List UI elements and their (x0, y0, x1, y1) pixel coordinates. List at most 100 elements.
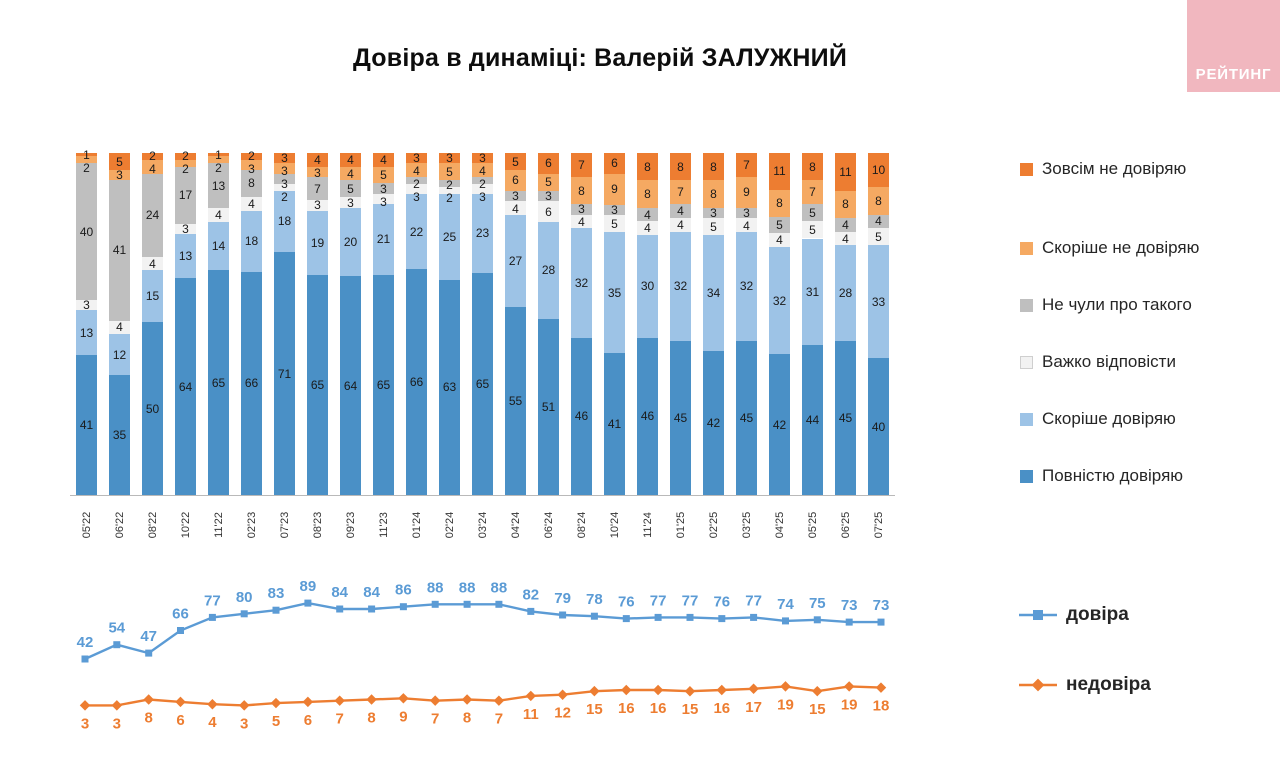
bar-segment (142, 322, 163, 495)
bar-segment-label: 7 (314, 181, 321, 196)
bar-segment-label: 71 (277, 366, 292, 381)
square-marker (750, 613, 758, 621)
bar-segment-label: 3 (446, 151, 453, 166)
bar-segment (406, 269, 427, 495)
bar-segment-label: 3 (578, 202, 585, 217)
bar-segment (175, 278, 196, 495)
bar-segment (703, 207, 724, 218)
x-axis-label: 03'24 (476, 511, 489, 539)
bar-segment-label: 4 (842, 217, 849, 232)
bar-segment-label: 4 (479, 164, 486, 179)
legend-swatch (1020, 412, 1033, 426)
stacked-bar-chart: 1 2 40 3 13 41 05'22 5 3 41 4 12 35 06'22 2 4 24 4 15 50 08'… (70, 149, 895, 539)
bar-segment-label: 10 (871, 163, 886, 178)
bar-segment-label: 4 (644, 221, 651, 236)
bar-segment-label: 20 (343, 234, 358, 249)
line-point-label: 66 (172, 606, 189, 623)
bar-segment-label: 3 (248, 162, 255, 177)
bar-segment-label: 4 (248, 196, 255, 211)
bar-segment-label: 32 (739, 279, 754, 294)
diamond-marker (843, 681, 855, 692)
bar-segment (340, 276, 361, 495)
bar-segment (208, 222, 229, 271)
diamond-marker (557, 689, 568, 700)
bar-segment-label: 6 (611, 156, 618, 171)
bar-segment-label: 4 (842, 231, 849, 246)
square-marker (622, 615, 630, 623)
bar-segment-label: 65 (475, 376, 490, 391)
line-point-label: 4 (208, 714, 217, 731)
bar-segment-label: 2 (182, 162, 189, 177)
line-point-label: 88 (427, 579, 444, 596)
square-marker (495, 600, 503, 608)
trust-line-chart: 42 54 47 66 77 80 83 89 84 84 86 88 88 88 82 79 78 76 77 77… (60, 560, 910, 750)
line-point-label: 42 (77, 634, 94, 651)
bar-segment-label: 22 (409, 224, 424, 239)
bar-segment-label: 4 (215, 208, 222, 223)
bar-segment (670, 217, 691, 232)
bar-segment (505, 153, 526, 171)
bar-segment (109, 153, 130, 171)
bar-segment-label: 4 (149, 162, 156, 177)
line-point-label: 77 (650, 592, 667, 609)
bar-segment (373, 153, 394, 167)
legend-item: Повністю довіряю (1020, 466, 1183, 486)
x-axis-label: 10'24 (608, 511, 621, 539)
bar-segment-label: 3 (314, 198, 321, 213)
line-point-label: 15 (586, 701, 603, 718)
bar-segment (736, 341, 757, 495)
bar-segment (142, 153, 163, 160)
bar-segment-label: 3 (512, 188, 519, 203)
bar-segment (472, 183, 493, 195)
bar-segment-label: 4 (314, 152, 321, 167)
bar-segment-label: 2 (182, 149, 189, 164)
line-point-label: 74 (777, 596, 794, 613)
bar-segment (703, 235, 724, 352)
bar-segment (802, 204, 823, 222)
bar-segment (241, 159, 262, 170)
bar-segment-label: 64 (178, 379, 193, 394)
x-axis-label: 06'25 (839, 511, 852, 539)
diamond-marker (429, 695, 441, 706)
square-marker (431, 600, 439, 608)
x-axis-label: 04'25 (773, 511, 786, 539)
bar-segment-label: 6 (545, 204, 552, 219)
bar-segment-label: 45 (739, 411, 754, 426)
line-point-label: 15 (682, 701, 699, 718)
bar-segment-label: 4 (677, 217, 684, 232)
square-marker (177, 627, 184, 634)
diamond-marker (270, 697, 282, 709)
bar-segment-label: 42 (706, 416, 721, 431)
line-point-label: 3 (81, 715, 89, 732)
bar-segment-label: 5 (776, 218, 783, 233)
bar-segment (637, 337, 658, 495)
bar-segment-label: 46 (574, 409, 589, 424)
diamond-marker (461, 694, 473, 705)
bar-segment-label: 40 (79, 224, 94, 239)
line-point-label: 77 (204, 592, 221, 609)
line-point-label: 76 (713, 594, 730, 611)
line-point-label: 15 (809, 701, 826, 718)
square-marker (527, 607, 535, 615)
bar-segment (604, 204, 625, 216)
bar-segment-label: 18 (244, 234, 259, 249)
line-point-label: 16 (713, 700, 730, 717)
bar-segment-label: 17 (178, 188, 193, 203)
bar-segment-label: 8 (248, 176, 255, 191)
line-point-label: 8 (145, 710, 153, 727)
line-point-label: 84 (331, 584, 348, 601)
bar-segment (637, 207, 658, 222)
bar-segment-label: 23 (475, 226, 490, 241)
bar-segment (241, 271, 262, 495)
bar-segment (274, 163, 295, 174)
bar-segment-label: 5 (875, 229, 882, 244)
square-marker (399, 603, 407, 611)
bar-segment (637, 235, 658, 338)
bar-segment-label: 15 (145, 289, 160, 304)
square-marker (145, 649, 153, 657)
bar-segment (373, 166, 394, 184)
bar-segment (307, 210, 328, 275)
line-point-label: 9 (399, 708, 407, 725)
bar-segment (307, 166, 328, 177)
bar-segment-label: 4 (677, 204, 684, 219)
